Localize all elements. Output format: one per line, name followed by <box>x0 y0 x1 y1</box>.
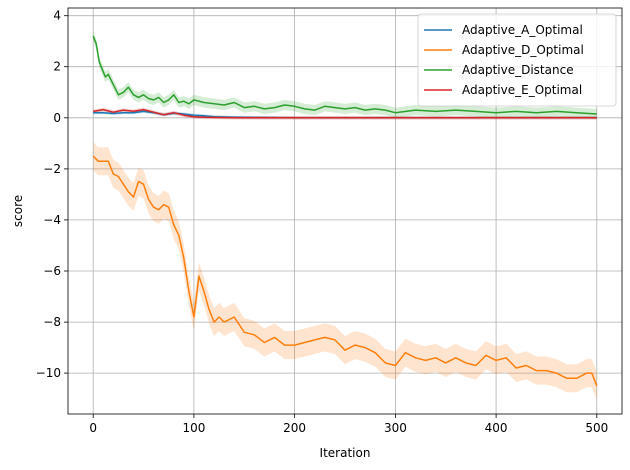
adaptive-d-optimal-band <box>93 142 597 400</box>
x-tick-label: 300 <box>384 421 407 435</box>
x-tick-label: 100 <box>182 421 205 435</box>
adaptive-distance-band <box>93 31 597 120</box>
x-tick-label: 200 <box>283 421 306 435</box>
legend-box <box>417 13 617 107</box>
y-tick-label: −8 <box>43 315 61 329</box>
adaptive-distance-line <box>92 35 597 115</box>
series-lines <box>92 35 598 387</box>
x-axis-label: Iteration <box>320 446 371 460</box>
y-axis-ticks: −10 −8 −6 −4 −2 0 2 4 <box>36 9 68 380</box>
legend-label: Adaptive_E_Optimal <box>462 83 582 97</box>
adaptive-d-optimal-line <box>92 155 598 387</box>
grid-lines <box>68 8 622 414</box>
y-tick-label: 0 <box>53 111 61 125</box>
y-tick-label: −2 <box>43 162 61 176</box>
y-tick-label: −4 <box>43 213 61 227</box>
legend-label: Adaptive_A_Optimal <box>462 23 583 37</box>
legend: Adaptive_A_Optimal Adaptive_D_Optimal Adap… <box>417 13 617 107</box>
y-tick-label: −10 <box>36 366 61 380</box>
legend-label: Adaptive_D_Optimal <box>462 43 584 57</box>
x-tick-label: 0 <box>89 421 97 435</box>
y-tick-label: 2 <box>53 60 61 74</box>
x-tick-label: 400 <box>485 421 508 435</box>
y-tick-label: −6 <box>43 264 61 278</box>
y-tick-label: 4 <box>53 9 61 23</box>
adaptive-e-optimal-line <box>93 108 597 119</box>
x-tick-label: 500 <box>585 421 608 435</box>
legend-label: Adaptive_Distance <box>462 63 574 77</box>
y-axis-label: score <box>11 195 25 227</box>
x-axis-ticks: 0 100 200 300 400 500 <box>89 414 608 435</box>
plot-frame <box>67 7 623 415</box>
